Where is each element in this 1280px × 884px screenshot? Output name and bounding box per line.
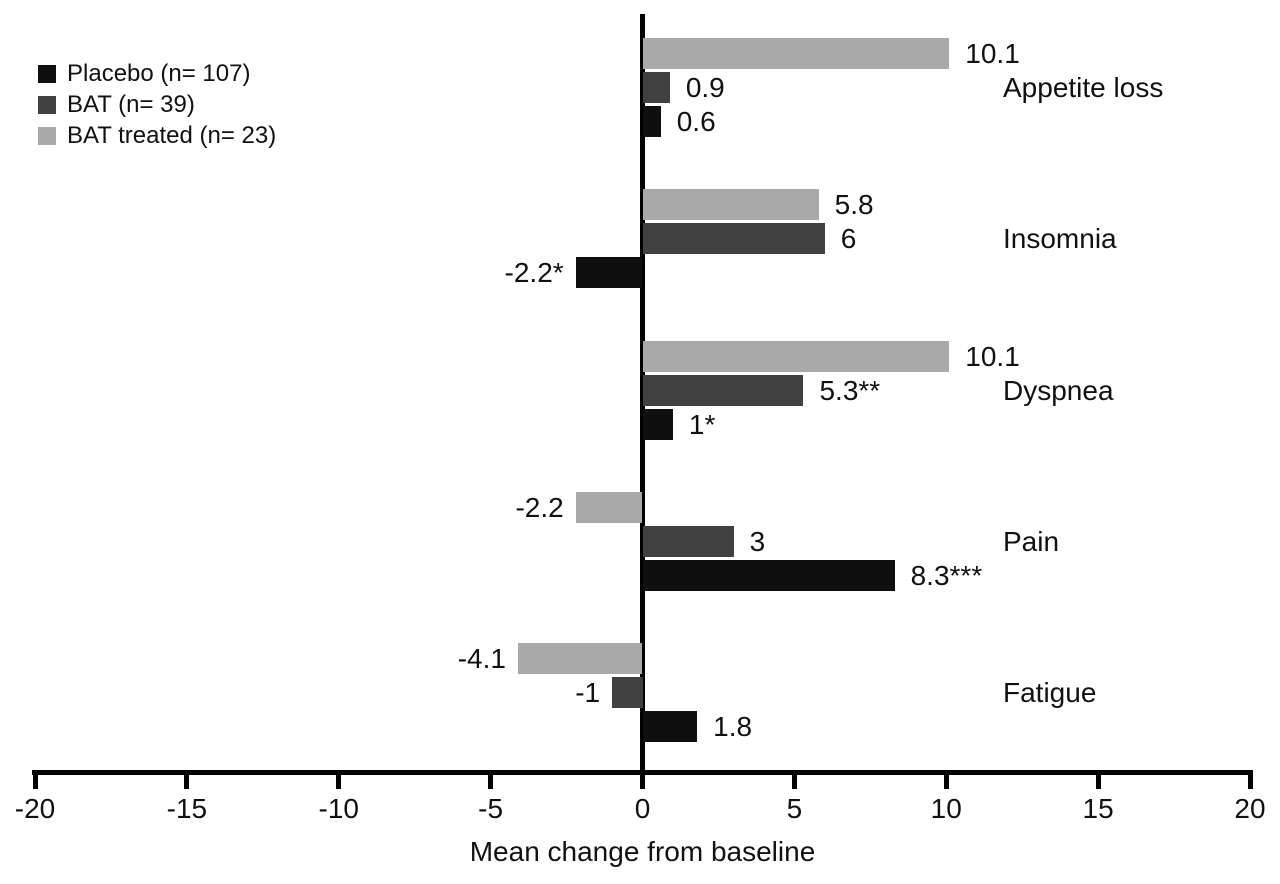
category-label: Dyspnea (1003, 375, 1114, 406)
category-label: Appetite loss (1003, 72, 1164, 103)
bar-value-label: 6 (840, 223, 857, 254)
x-tick-label: -5 (478, 793, 504, 824)
bar-value-label: 1* (688, 409, 716, 440)
bar (642, 38, 950, 69)
x-axis-title: Mean change from baseline (469, 836, 816, 867)
x-tick (1247, 770, 1253, 789)
bar-value-label: 8.3*** (910, 560, 983, 591)
bar (642, 375, 804, 406)
x-tick-label: 20 (1234, 793, 1266, 824)
bar (575, 257, 643, 288)
bar-value-label: -2.2 (515, 492, 564, 523)
bar (642, 526, 734, 557)
bar (642, 341, 950, 372)
bar-value-label: 10.1 (965, 341, 1020, 372)
category-label: Insomnia (1003, 223, 1117, 254)
bar-value-label: 1.8 (713, 711, 753, 742)
bar (642, 106, 661, 137)
bar-value-label: -1 (575, 677, 601, 708)
legend-swatch (38, 126, 56, 145)
x-tick-label: 5 (786, 793, 803, 824)
bar (642, 711, 698, 742)
x-tick-label: 10 (930, 793, 962, 824)
x-tick (488, 770, 494, 789)
x-tick-label: 15 (1082, 793, 1114, 824)
bar-value-label: 0.9 (685, 72, 725, 103)
legend-item: BAT (n= 39) (38, 89, 276, 120)
bar (575, 492, 643, 523)
x-tick-label: -10 (318, 793, 359, 824)
legend-label: BAT (n= 39) (67, 91, 195, 118)
bar-value-label: 5.8 (834, 189, 874, 220)
bar (612, 677, 643, 708)
bar-value-label: 5.3** (819, 375, 881, 406)
legend-swatch (38, 95, 56, 114)
x-tick (336, 770, 342, 789)
bar (642, 560, 895, 591)
x-tick (32, 770, 38, 789)
bar-value-label: -4.1 (457, 643, 506, 674)
bar-value-label: 0.6 (676, 106, 716, 137)
legend: Placebo (n= 107) BAT (n= 39) BAT treated (… (38, 58, 276, 151)
x-tick-label: -15 (166, 793, 208, 824)
bar-value-label: -2.2* (504, 257, 564, 288)
category-label: Fatigue (1003, 677, 1097, 708)
legend-item: Placebo (n= 107) (38, 58, 276, 89)
x-tick-label: 0 (634, 793, 651, 824)
bar (642, 409, 673, 440)
x-tick (1095, 770, 1101, 789)
x-tick (640, 770, 645, 789)
x-tick-label: -20 (14, 793, 56, 824)
x-tick (184, 770, 190, 789)
bar-value-label: 10.1 (965, 38, 1020, 69)
bar-value-label: 3 (749, 526, 766, 557)
bar (642, 223, 825, 254)
legend-label: Placebo (n= 107) (67, 60, 251, 87)
x-tick (791, 770, 797, 789)
bar (642, 72, 670, 103)
legend-label: BAT treated (n= 23) (67, 122, 277, 149)
x-tick (943, 770, 949, 789)
legend-item: BAT treated (n= 23) (38, 120, 276, 151)
bar (517, 643, 643, 674)
category-label: Pain (1003, 526, 1060, 557)
legend-swatch (38, 64, 56, 83)
bar (642, 189, 819, 220)
